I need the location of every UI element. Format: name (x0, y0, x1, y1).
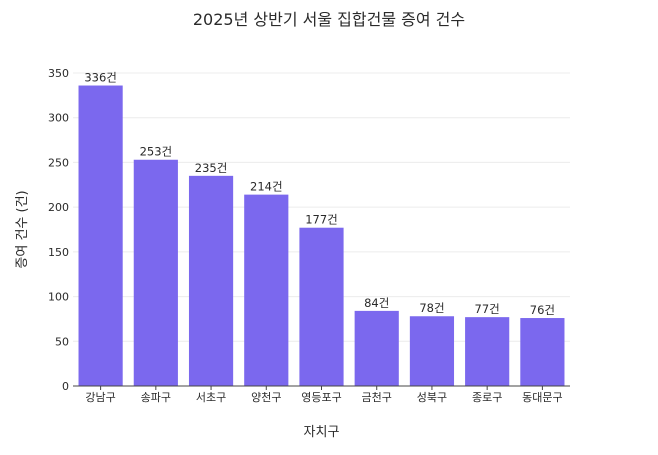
data-label: 253건 (140, 145, 173, 159)
bar-8 (465, 317, 510, 386)
data-label: 177건 (305, 213, 338, 227)
y-tick-label: 0 (62, 380, 69, 393)
y-tick-label: 200 (48, 201, 69, 214)
y-axis-ticks: 0 50 100 150 200 250 300 350 (48, 67, 69, 393)
x-tick-label: 종로구 (472, 391, 502, 404)
y-axis-title: 증여 건수 (건) (15, 190, 30, 268)
x-axis-ticks: 강남구 송파구 서초구 양천구 영등포구 금천구 성북구 종로구 동대문구 (85, 386, 563, 404)
y-tick-label: 50 (55, 335, 69, 348)
y-tick-label: 250 (48, 156, 69, 169)
x-tick-label: 강남구 (85, 391, 115, 404)
bar-4 (244, 194, 289, 386)
bar-7 (409, 316, 455, 386)
data-label: 84건 (364, 296, 389, 310)
y-tick-label: 300 (48, 112, 69, 125)
data-label: 214건 (250, 180, 283, 194)
data-label: 77건 (475, 302, 500, 316)
y-tick-label: 100 (48, 291, 69, 304)
x-tick-label: 양천구 (251, 390, 281, 404)
bars (78, 85, 565, 387)
bar-9 (520, 318, 565, 386)
y-tick-label: 150 (48, 246, 69, 259)
x-tick-label: 영등포구 (301, 391, 341, 404)
bar-3 (188, 175, 234, 386)
data-label: 78건 (419, 301, 444, 315)
bar-2 (133, 159, 178, 386)
bar-1 (78, 85, 123, 387)
data-label: 235건 (195, 161, 228, 175)
chart-title: 2025년 상반기 서울 집합건물 증여 건수 (192, 10, 466, 29)
data-label: 76건 (530, 303, 555, 317)
y-tick-label: 350 (48, 67, 69, 80)
x-tick-label: 서초구 (196, 391, 226, 404)
bar-6 (354, 310, 399, 386)
bar-5 (299, 227, 344, 386)
x-tick-label: 성북구 (417, 391, 447, 404)
x-tick-label: 동대문구 (522, 391, 562, 404)
data-label: 336건 (84, 71, 117, 85)
data-labels: 336건 253건 235건 214건 177건 84건 78건 77건 76건 (84, 71, 555, 318)
x-axis-title: 자치구 (304, 425, 340, 440)
x-tick-label: 송파구 (141, 391, 171, 404)
x-tick-label: 금천구 (362, 390, 392, 404)
